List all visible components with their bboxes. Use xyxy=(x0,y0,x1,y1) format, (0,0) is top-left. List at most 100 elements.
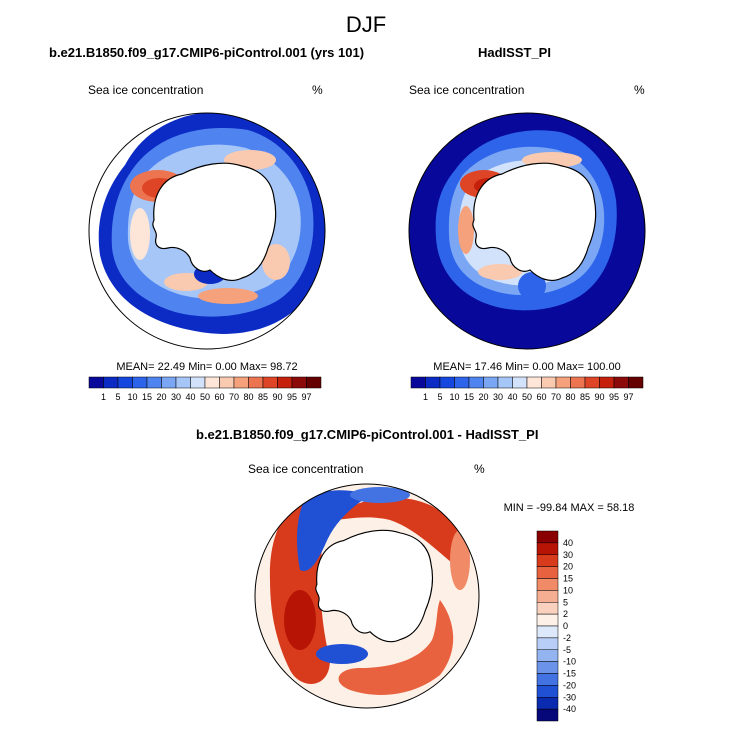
panel-3-colorbar-swatch xyxy=(536,602,559,615)
panel-3-colorbar-swatch xyxy=(536,685,559,698)
panel-1-colorbar-swatch xyxy=(161,376,177,389)
panel-1-colorbar-tick-label: 85 xyxy=(258,392,268,402)
panel-1-field-label: Sea ice concentration xyxy=(88,83,204,97)
panel-1-colorbar-tick-label: 1 xyxy=(101,392,106,402)
panel-2-map xyxy=(408,112,646,350)
panel-2-colorbar-tick-label: 5 xyxy=(437,392,442,402)
panel-3-colorbar-swatch xyxy=(536,625,559,639)
panel-3-units: % xyxy=(474,462,485,476)
panel-2-colorbar-tick-label: 95 xyxy=(609,392,619,402)
panel-2-colorbar-tick-label: 70 xyxy=(551,392,561,402)
panel-3-colorbar-swatch xyxy=(536,554,559,567)
panel-1-colorbar-tick-label: 10 xyxy=(127,392,137,402)
panel-1-colorbar-tick-label: 95 xyxy=(287,392,297,402)
panel-2-colorbar-swatch xyxy=(497,376,513,389)
panel-2-colorbar-tick-label: 30 xyxy=(493,392,503,402)
panel-1-title: b.e21.B1850.f09_g17.CMIP6-piControl.001 … xyxy=(49,45,365,60)
panel-2-field-label: Sea ice concentration xyxy=(409,83,525,97)
panel-1-colorbar-swatch xyxy=(219,376,235,389)
panel-3-colorbar-swatch xyxy=(536,708,559,722)
panel-2-colorbar-tick-label: 10 xyxy=(449,392,459,402)
panel-1-colorbar-tick-label: 20 xyxy=(156,392,166,402)
panel-1-colorbar-swatch xyxy=(306,376,322,389)
panel-2-colorbar-swatch xyxy=(584,376,600,389)
panel-3-colorbar-swatch xyxy=(536,661,559,674)
panel-3-colorbar-swatch xyxy=(536,697,559,710)
panel-3-colorbar-tick-label: -40 xyxy=(563,704,576,714)
panel-3-colorbar-tick-label: 10 xyxy=(563,585,573,595)
panel-2-stats: MEAN= 17.46 Min= 0.00 Max= 100.00 xyxy=(433,361,620,373)
panel-3-colorbar-swatch xyxy=(536,542,559,555)
panel-1-colorbar-swatch xyxy=(277,376,293,389)
panel-2-colorbar-swatch xyxy=(555,376,571,389)
panel-2-colorbar-tick-label: 15 xyxy=(464,392,474,402)
panel-3-colorbar-swatch xyxy=(536,673,559,686)
panel-3-colorbar-swatch xyxy=(536,637,559,650)
panel-3-colorbar-swatch xyxy=(536,613,559,627)
panel-3-colorbar-tick-label: -20 xyxy=(563,680,576,690)
panel-3-colorbar-tick-label: 30 xyxy=(563,550,573,560)
panel-3-colorbar-swatch xyxy=(536,590,559,603)
panel-1-colorbar-swatch xyxy=(103,376,119,389)
panel-1-colorbar-tick-label: 50 xyxy=(200,392,210,402)
panel-1-colorbar-swatch xyxy=(248,376,264,389)
panel-1-colorbar: 1 5 10 15 20 30 40 50 60 70 80 85 90 95 97 xyxy=(88,376,322,402)
panel-2-colorbar-swatch xyxy=(512,376,528,389)
panel-3-colorbar-tick-label: 2 xyxy=(563,609,568,619)
panel-2-colorbar-swatch xyxy=(570,376,586,389)
panel-1-colorbar-tick-label: 15 xyxy=(142,392,152,402)
panel-3-field-label: Sea ice concentration xyxy=(248,462,364,476)
panel-3-colorbar-tick-label: -5 xyxy=(563,645,571,655)
panel-3-colorbar-tick-label: 20 xyxy=(563,562,573,572)
panel-2-colorbar-tick-label: 50 xyxy=(522,392,532,402)
panel-2-colorbar-swatch xyxy=(425,376,441,389)
panel-2-title: HadISST_PI xyxy=(478,45,551,60)
panel-3-colorbar-tick-label: 0 xyxy=(563,621,568,631)
panel-2-colorbar-tick-label: 20 xyxy=(478,392,488,402)
panel-2-colorbar-swatch xyxy=(483,376,499,389)
panel-1-colorbar-swatch xyxy=(132,376,148,389)
panel-1-colorbar-swatch xyxy=(204,376,220,389)
panel-2-colorbar-tick-label: 40 xyxy=(507,392,517,402)
panel-2-colorbar-tick-label: 90 xyxy=(594,392,604,402)
panel-3-map xyxy=(254,483,480,709)
panel-2-colorbar-swatch xyxy=(613,376,629,389)
panel-3-colorbar-tick-label: 5 xyxy=(563,597,568,607)
panel-1-units: % xyxy=(312,83,323,97)
panel-3-colorbar-tick-label: -10 xyxy=(563,657,576,667)
panel-1-colorbar-tick-label: 60 xyxy=(214,392,224,402)
panel-2-colorbar-swatch xyxy=(628,376,644,389)
panel-3-colorbar-swatch xyxy=(536,530,559,544)
panel-1-map xyxy=(88,112,326,350)
panel-1-stats: MEAN= 22.49 Min= 0.00 Max= 98.72 xyxy=(116,361,297,373)
panel-1-colorbar-swatch xyxy=(291,376,307,389)
panel-1-colorbar-tick-label: 40 xyxy=(185,392,195,402)
panel-2-colorbar-tick-label: 60 xyxy=(536,392,546,402)
panel-3-colorbar-tick-label: 15 xyxy=(563,574,573,584)
panel-1-colorbar-swatch xyxy=(175,376,191,389)
panel-1-colorbar-tick-label: 70 xyxy=(229,392,239,402)
panel-1-colorbar-tick-label: 90 xyxy=(272,392,282,402)
panel-2-colorbar-tick-label: 80 xyxy=(565,392,575,402)
panel-1-colorbar-tick-label: 5 xyxy=(115,392,120,402)
panel-2-colorbar: 1 5 10 15 20 30 40 50 60 70 80 85 90 95 97 xyxy=(410,376,644,402)
panel-3-stats: MIN = -99.84 MAX = 58.18 xyxy=(504,502,635,514)
panel-3-colorbar-swatch xyxy=(536,649,559,662)
panel-1-colorbar-tick-label: 80 xyxy=(243,392,253,402)
panel-3-colorbar-swatch xyxy=(536,578,559,591)
panel-1-colorbar-swatch xyxy=(146,376,162,389)
panel-2-colorbar-tick-label: 1 xyxy=(423,392,428,402)
panel-2-colorbar-swatch xyxy=(468,376,484,389)
panel-1-colorbar-swatch xyxy=(233,376,249,389)
figure-title: DJF xyxy=(345,12,387,37)
panel-3-colorbar-tick-label: 40 xyxy=(563,538,573,548)
panel-3-title: b.e21.B1850.f09_g17.CMIP6-piControl.001 … xyxy=(196,427,539,442)
panel-2-units: % xyxy=(634,83,645,97)
panel-2-colorbar-swatch xyxy=(526,376,542,389)
panel-2-colorbar-swatch xyxy=(439,376,455,389)
panel-1-colorbar-tick-label: 97 xyxy=(301,392,311,402)
panel-1-colorbar-swatch xyxy=(88,376,104,389)
panel-1-colorbar-swatch xyxy=(262,376,278,389)
